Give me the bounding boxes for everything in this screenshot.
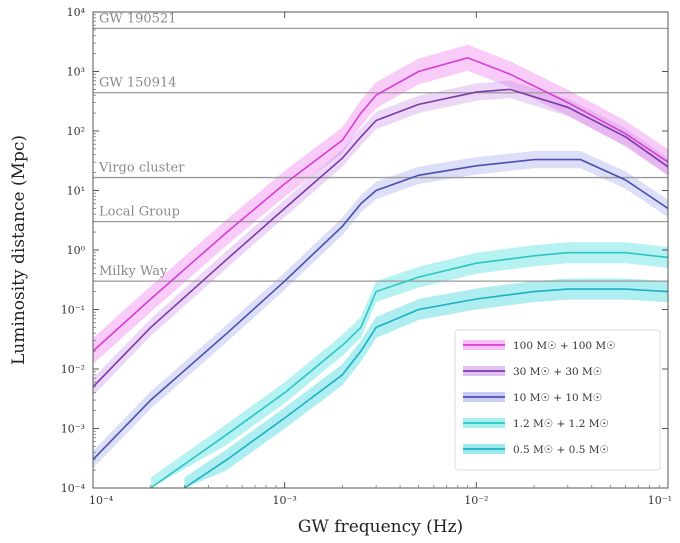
series-band-4 xyxy=(184,278,668,488)
series-bands xyxy=(93,44,668,488)
y-tick-label-7: 10³ xyxy=(67,66,85,79)
x-tick-label-2: 10⁻² xyxy=(464,494,488,507)
reference-label-0: GW 190521 xyxy=(99,11,177,26)
legend-label-4: 0.5 M☉ + 0.5 M☉ xyxy=(513,444,609,456)
axis-ticks: 10⁻⁴ 10⁻³ 10⁻² 10⁻¹ 10⁻⁴ 10⁻³ 10⁻² 10⁻¹ 10⁰ 10¹ 10… xyxy=(61,6,672,507)
legend: 100 M☉ + 100 M☉ 30 M☉ + 30 M☉ 10 M☉ + 10 M… xyxy=(454,329,661,471)
series-line-4 xyxy=(183,288,669,489)
series-lines xyxy=(92,56,669,489)
series-line-3 xyxy=(150,251,669,489)
series-line-0 xyxy=(92,56,669,352)
x-tick-label-0: 10⁻⁴ xyxy=(89,494,114,507)
y-tick-label-2: 10⁻² xyxy=(61,363,85,376)
reference-label-1: GW 150914 xyxy=(99,76,177,91)
y-tick-label-4: 10⁰ xyxy=(67,244,86,257)
legend-box xyxy=(454,329,661,471)
reference-label-3: Local Group xyxy=(99,205,180,220)
series-line-2 xyxy=(92,158,669,461)
reference-lines: GW 190521 GW 150914 Virgo cluster Local Gro… xyxy=(93,11,668,282)
legend-label-3: 1.2 M☉ + 1.2 M☉ xyxy=(513,418,609,430)
x-tick-label-3: 10⁻¹ xyxy=(648,494,672,507)
legend-label-2: 10 M☉ + 10 M☉ xyxy=(513,392,602,404)
series-line-1 xyxy=(92,88,669,388)
legend-label-1: 30 M☉ + 30 M☉ xyxy=(513,366,602,378)
y-tick-label-3: 10⁻¹ xyxy=(61,304,85,317)
x-axis-label: GW frequency (Hz) xyxy=(298,517,463,537)
y-tick-label-1: 10⁻³ xyxy=(61,423,85,436)
y-tick-label-8: 10⁴ xyxy=(67,6,86,19)
legend-label-0: 100 M☉ + 100 M☉ xyxy=(513,340,616,352)
y-tick-label-0: 10⁻⁴ xyxy=(61,482,86,495)
y-tick-label-5: 10¹ xyxy=(67,185,85,198)
y-axis-label: Luminosity distance (Mpc) xyxy=(9,135,29,365)
x-tick-label-1: 10⁻³ xyxy=(273,494,297,507)
reference-label-4: Milky Way xyxy=(99,264,168,279)
y-tick-label-6: 10² xyxy=(67,125,85,138)
reference-label-2: Virgo cluster xyxy=(98,161,185,176)
